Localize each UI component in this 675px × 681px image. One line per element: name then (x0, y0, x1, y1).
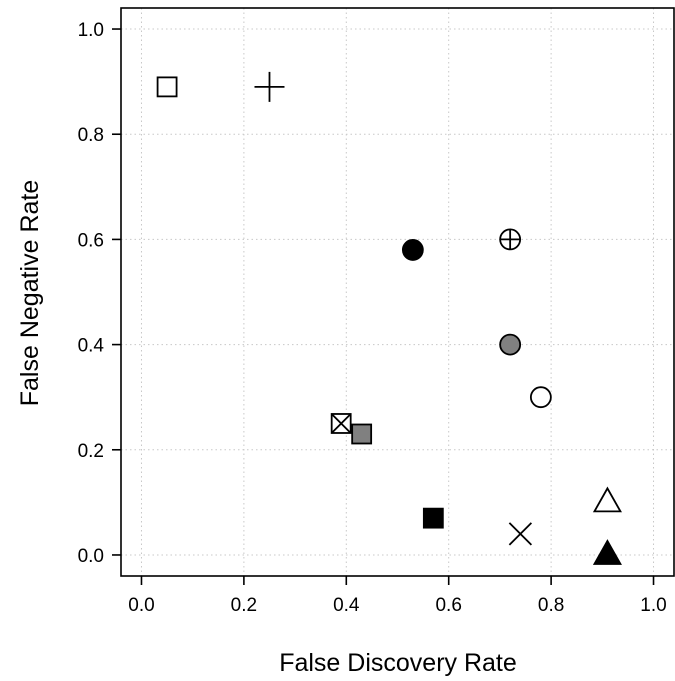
data-point-circle-filled-gray (499, 333, 522, 356)
y-tick-label: 0.2 (78, 441, 104, 462)
x-tick-label: 0.0 (128, 595, 154, 616)
x-axis-title: False Discovery Rate (279, 649, 517, 677)
y-tick-label: 0.0 (78, 546, 104, 567)
data-point-plus (254, 71, 285, 102)
y-tick-label: 0.6 (78, 230, 104, 251)
x-tick-label: 0.2 (231, 595, 257, 616)
data-point-square-filled-black (422, 507, 444, 529)
y-axis-title: False Negative Rate (16, 180, 44, 407)
x-tick-label: 1.0 (640, 595, 666, 616)
data-point-square-filled-gray (351, 423, 373, 445)
x-tick-label: 0.6 (435, 595, 461, 616)
x-tick-label: 0.4 (333, 595, 360, 616)
data-point-x (508, 522, 533, 546)
data-point-square-open (156, 76, 178, 98)
data-point-circle-open (529, 386, 552, 409)
data-point-triangle-filled-black (592, 539, 622, 565)
axis-ticks: 0.0 0.2 0.4 0.6 0.8 1.0 0.0 0.2 0.4 0.6 0.8 1.0 (78, 20, 667, 616)
data-point-square-x (330, 413, 352, 434)
grid-lines (121, 8, 674, 576)
data-point-triangle-open (592, 486, 622, 513)
y-tick-label: 1.0 (78, 20, 104, 41)
data-points (156, 71, 622, 565)
y-tick-label: 0.8 (78, 125, 104, 146)
x-tick-label: 0.8 (538, 595, 564, 616)
data-point-circle-filled-black (401, 239, 424, 261)
y-tick-label: 0.4 (78, 336, 105, 357)
data-point-circle-plus (499, 228, 522, 251)
plot-frame (120, 7, 675, 577)
